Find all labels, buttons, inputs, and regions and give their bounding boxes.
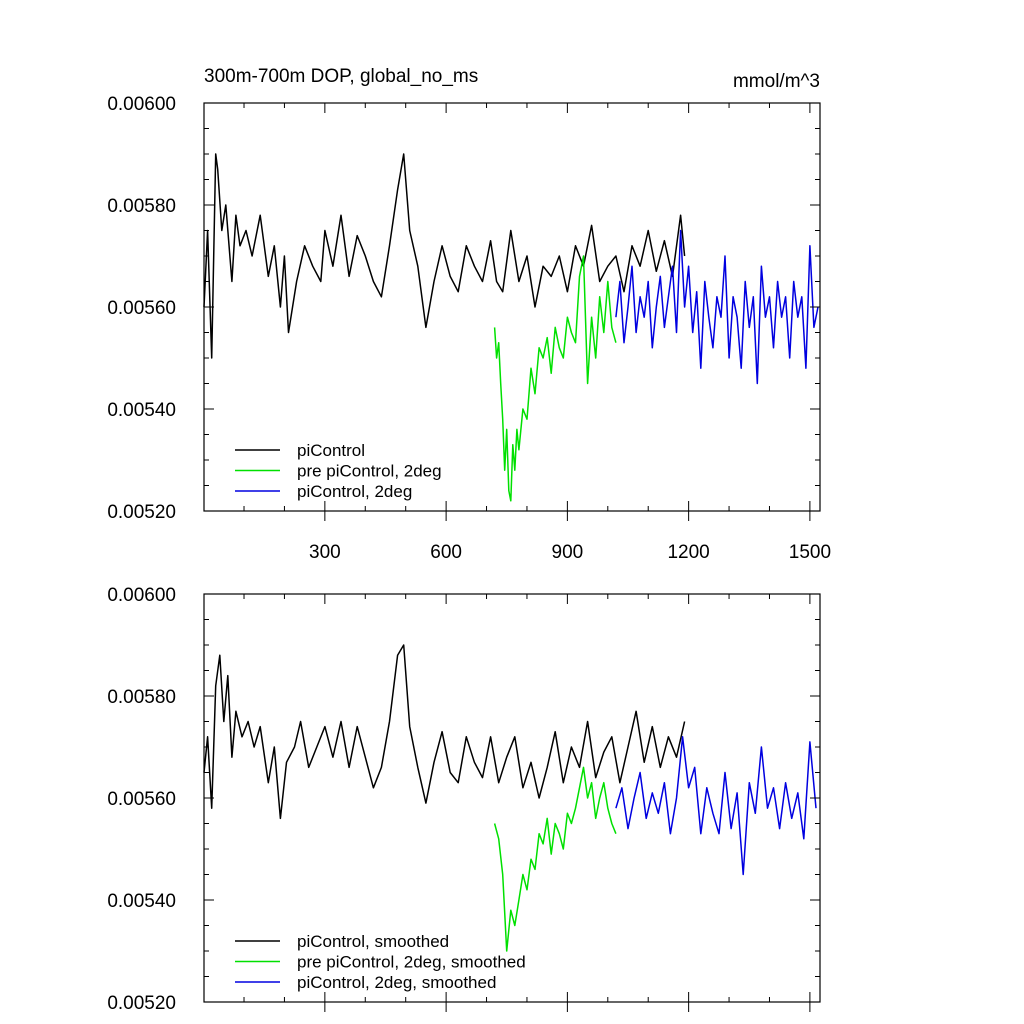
top-panel: 0.00520 0.00540 0.00560 0.00580 0.00600 300 60… xyxy=(107,94,831,563)
bottom-panel: 0.00520 0.00540 0.00560 0.00580 0.00600 piCon… xyxy=(107,585,821,1014)
legend-label: piControl xyxy=(297,441,365,460)
legend-label: piControl, 2deg xyxy=(297,482,412,501)
x-tick-label: 1200 xyxy=(667,542,709,563)
y-tick-label: 0.00540 xyxy=(107,400,176,421)
x-tick-label: 900 xyxy=(552,542,584,563)
series-line-3 xyxy=(615,736,817,876)
x-tick-label: 600 xyxy=(430,542,462,563)
legend-label: piControl, smoothed xyxy=(297,932,449,951)
series-line-3 xyxy=(615,229,819,385)
y-tick-label: 0.00520 xyxy=(107,993,176,1014)
chart-title: 300m-700m DOP, global_no_ms xyxy=(204,66,478,87)
chart-units: mmol/m^3 xyxy=(733,71,820,92)
series-line-1 xyxy=(203,644,686,820)
series-line-1 xyxy=(203,153,686,359)
y-tick-label: 0.00560 xyxy=(107,298,176,319)
y-tick-label: 0.00560 xyxy=(107,789,176,810)
legend-label: pre piControl, 2deg, smoothed xyxy=(297,953,526,972)
x-tick-label: 1500 xyxy=(789,542,831,563)
y-tick-label: 0.00520 xyxy=(107,502,176,523)
x-tick-label: 300 xyxy=(309,542,341,563)
series-line-2 xyxy=(493,255,617,502)
y-tick-label: 0.00580 xyxy=(107,196,176,217)
y-tick-label: 0.00580 xyxy=(107,687,176,708)
y-tick-label: 0.00600 xyxy=(107,94,176,115)
series-line-2 xyxy=(493,766,617,952)
legend-label: pre piControl, 2deg xyxy=(297,462,442,481)
y-tick-label: 0.00600 xyxy=(107,585,176,606)
y-tick-label: 0.00540 xyxy=(107,891,176,912)
legend-label: piControl, 2deg, smoothed xyxy=(297,973,496,992)
